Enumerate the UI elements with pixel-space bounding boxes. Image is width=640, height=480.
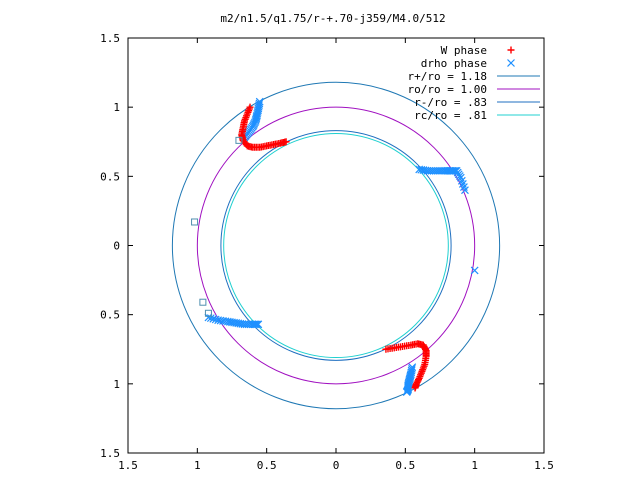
legend-label: rc/ro = .81 — [414, 109, 487, 122]
chart-title: m2/n1.5/q1.75/r-+.70-j359/M4.0/512 — [220, 12, 445, 25]
square-marker — [191, 218, 199, 226]
y-tick-label: 1.5 — [100, 447, 120, 460]
radius-circle — [171, 81, 501, 410]
data-markers — [191, 97, 479, 397]
plus-marker — [411, 384, 419, 392]
x-marker — [251, 115, 260, 124]
radius-circle — [196, 106, 476, 385]
x-marker — [507, 59, 515, 67]
legend-label: ro/ro = 1.00 — [408, 83, 487, 96]
x-marker — [211, 315, 220, 324]
x-marker — [402, 388, 411, 397]
plus-marker — [507, 46, 515, 54]
y-tick-label: 1 — [113, 378, 120, 391]
x-tick-label: 0.5 — [257, 459, 277, 472]
radius-circle — [220, 130, 452, 361]
y-tick-label: 1.5 — [100, 32, 120, 45]
x-marker — [470, 266, 479, 275]
x-marker — [407, 368, 416, 377]
x-marker — [251, 320, 260, 329]
legend-label: r-/ro = .83 — [414, 96, 487, 109]
plus-marker — [282, 138, 290, 146]
x-marker — [253, 320, 261, 329]
square-marker — [204, 309, 212, 317]
x-tick-label: 0.5 — [395, 459, 415, 472]
x-marker — [253, 109, 262, 118]
legend-label: drho phase — [421, 57, 487, 70]
square-marker — [235, 136, 243, 144]
x-marker — [438, 166, 447, 175]
square-marker — [199, 298, 207, 306]
legend-label: r+/ro = 1.18 — [408, 70, 487, 83]
y-tick-label: 0.5 — [100, 170, 120, 183]
radius-circles — [171, 81, 501, 410]
radius-circle — [223, 132, 449, 359]
x-marker — [204, 313, 213, 322]
y-tick-label: 0 — [113, 240, 120, 253]
x-marker — [252, 114, 261, 123]
x-tick-label: 1.5 — [534, 459, 554, 472]
x-tick-label: 1 — [194, 459, 201, 472]
legend-label: W phase — [441, 44, 487, 57]
y-tick-label: 0.5 — [100, 309, 120, 322]
axis-ticks: 1.5 1 0.5 0 0.5 1 1.51.510.500.511.5 — [100, 32, 554, 472]
x-marker — [254, 320, 263, 329]
x-tick-label: 1.5 — [118, 459, 138, 472]
x-tick-label: 0 — [333, 459, 340, 472]
y-tick-label: 1 — [113, 101, 120, 114]
x-tick-label: 1 — [471, 459, 478, 472]
x-marker — [461, 186, 469, 195]
